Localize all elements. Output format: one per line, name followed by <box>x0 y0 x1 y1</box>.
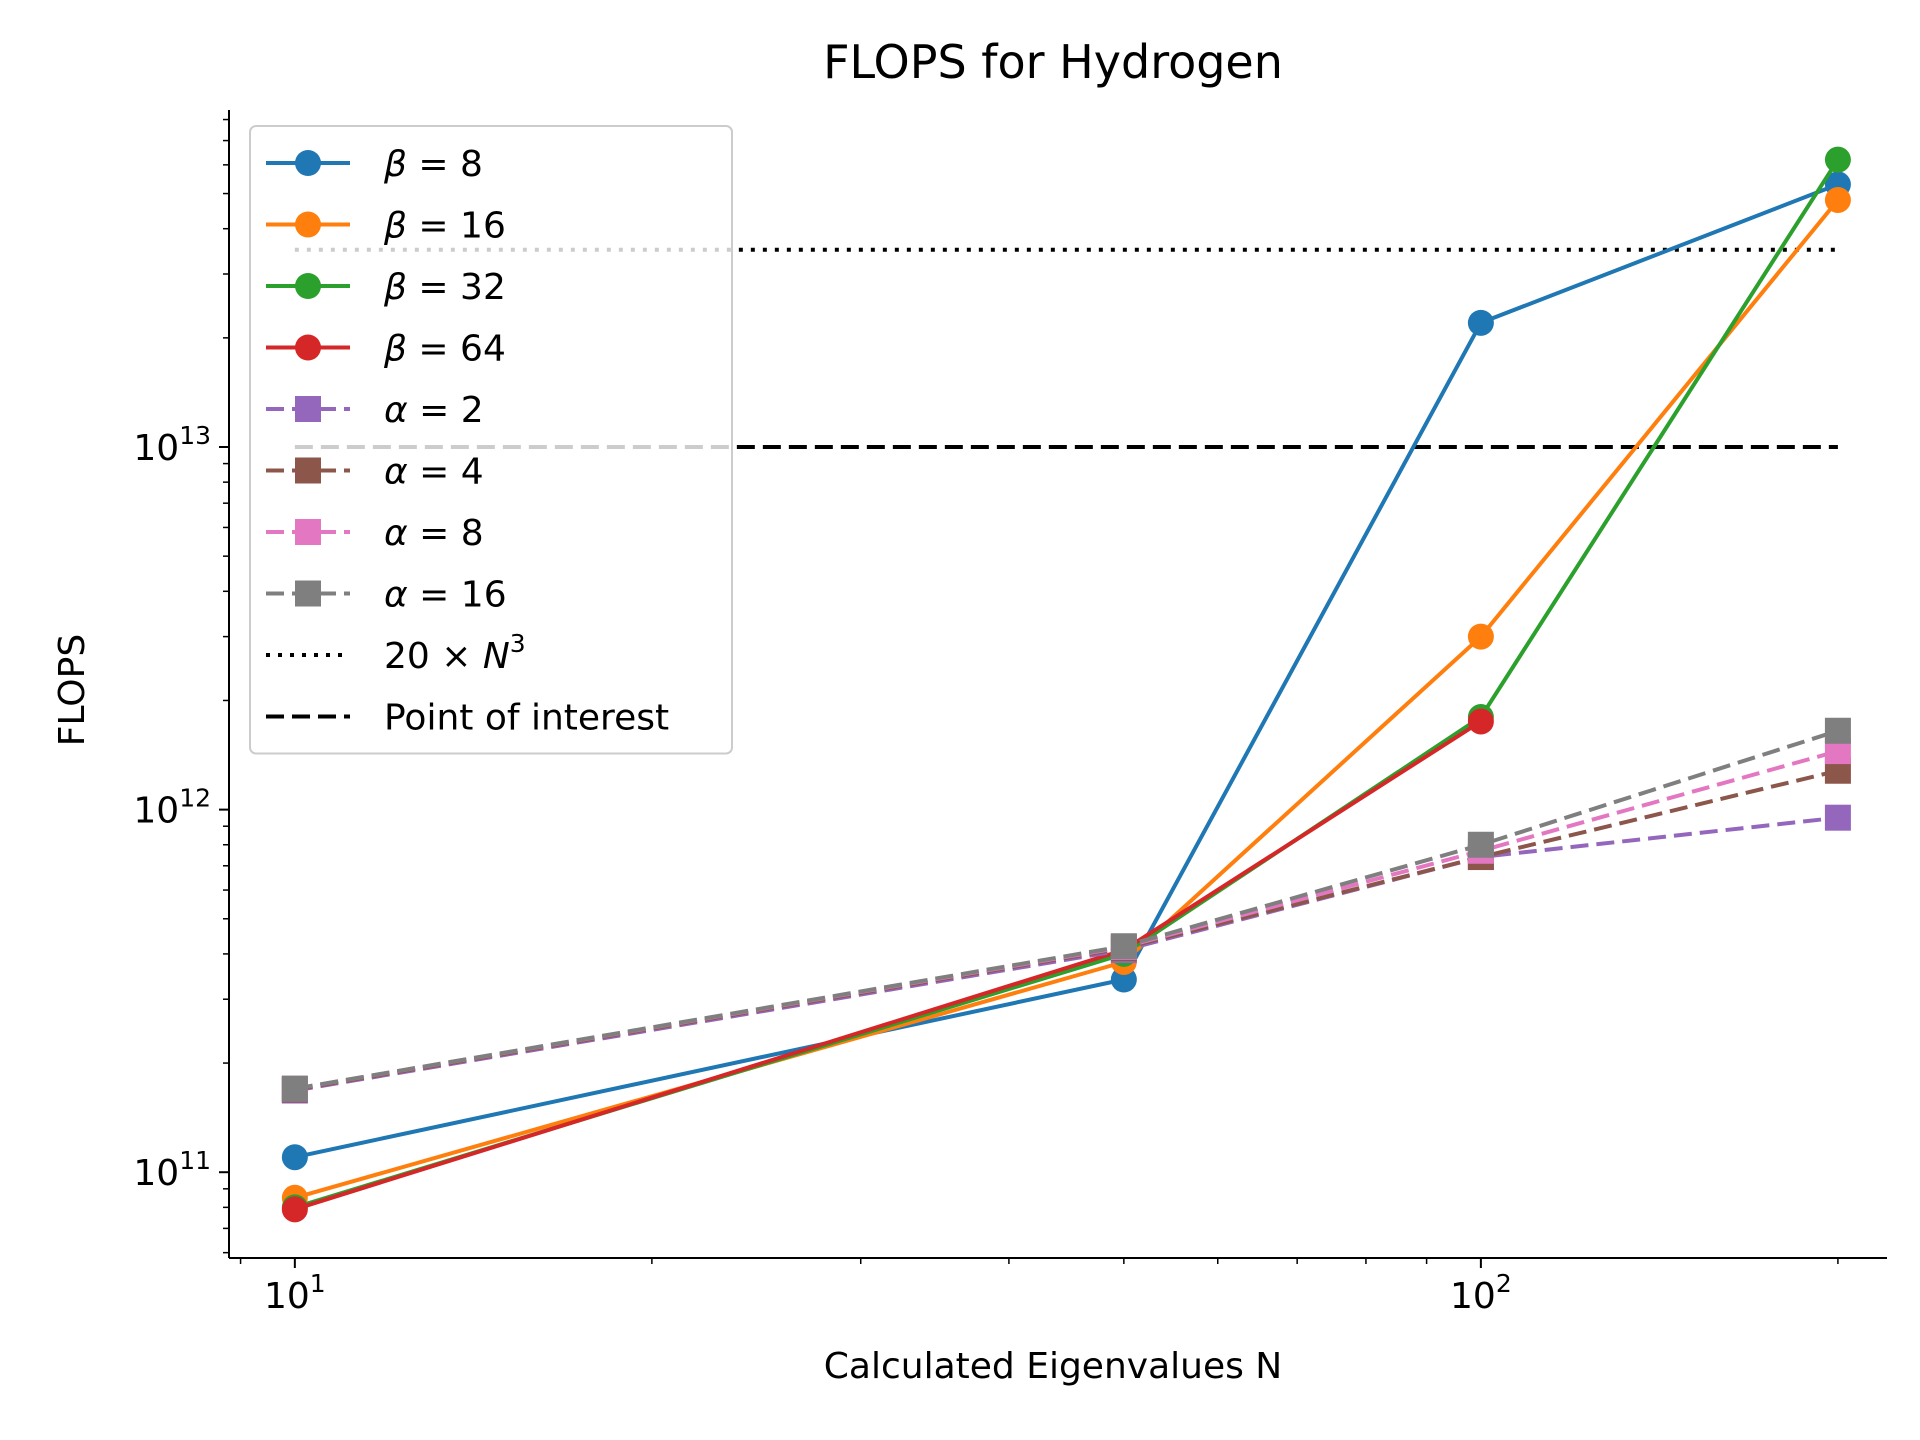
legend-label-0: β = 8 <box>383 144 483 185</box>
y-tick-label-1: 1012 <box>133 784 211 832</box>
plot-area <box>281 146 1851 1223</box>
series-3-point-0 <box>281 1196 308 1223</box>
legend-marker-4 <box>295 396 321 422</box>
series-line-7 <box>294 728 1839 1091</box>
x-tick-label-0: 101 <box>264 1269 326 1317</box>
x-axis-label: Calculated Eigenvalues N <box>824 1346 1282 1387</box>
legend-label-ref-1: Point of interest <box>384 698 669 739</box>
legend-label-5: α = 4 <box>384 452 484 493</box>
legend-label-ref-0: 20 × N3 <box>384 629 526 677</box>
legend-marker-3 <box>295 334 321 361</box>
x-tick-label-1: 102 <box>1450 1269 1512 1317</box>
series-0-point-2 <box>1467 309 1494 336</box>
series-0-point-0 <box>281 1144 308 1171</box>
series-1-point-2 <box>1467 623 1494 650</box>
legend-marker-5 <box>295 457 321 484</box>
series-line-0 <box>294 182 1839 1160</box>
y-tick-label-0: 1011 <box>133 1146 211 1194</box>
legend-label-1: β = 16 <box>383 206 506 247</box>
y-tick-label-2: 1013 <box>133 421 211 469</box>
legend-box <box>249 125 733 755</box>
legend-marker-0 <box>295 150 321 176</box>
legend-marker-7 <box>295 580 321 607</box>
series-7-point-0 <box>281 1075 308 1102</box>
legend-label-3: β = 64 <box>383 329 506 370</box>
axes: 101 102 1011 1012 1013 <box>133 110 1887 1317</box>
series-7-point-1 <box>1110 933 1137 960</box>
legend-marker-1 <box>295 211 321 238</box>
legend-label-4: α = 2 <box>384 390 484 431</box>
series-3-point-2 <box>1467 708 1494 735</box>
y-axis-label: FLOPS <box>52 634 93 746</box>
series-4-point-3 <box>1824 804 1851 831</box>
chart-title: FLOPS for Hydrogen <box>823 35 1283 89</box>
legend-marker-6 <box>295 519 321 545</box>
legend-label-7: α = 16 <box>384 575 507 616</box>
legend-label-6: α = 8 <box>384 513 484 554</box>
series-2-point-3 <box>1824 146 1851 173</box>
legend: β = 8 β = 16 β = 32 β = 64 α = 2 α = 4 α = 8 α … <box>249 125 733 755</box>
legend-label-2: β = 32 <box>383 267 506 308</box>
series-7-point-3 <box>1824 717 1851 744</box>
series-7-point-2 <box>1467 831 1494 858</box>
series-1-point-3 <box>1824 186 1851 213</box>
legend-marker-2 <box>295 273 321 299</box>
